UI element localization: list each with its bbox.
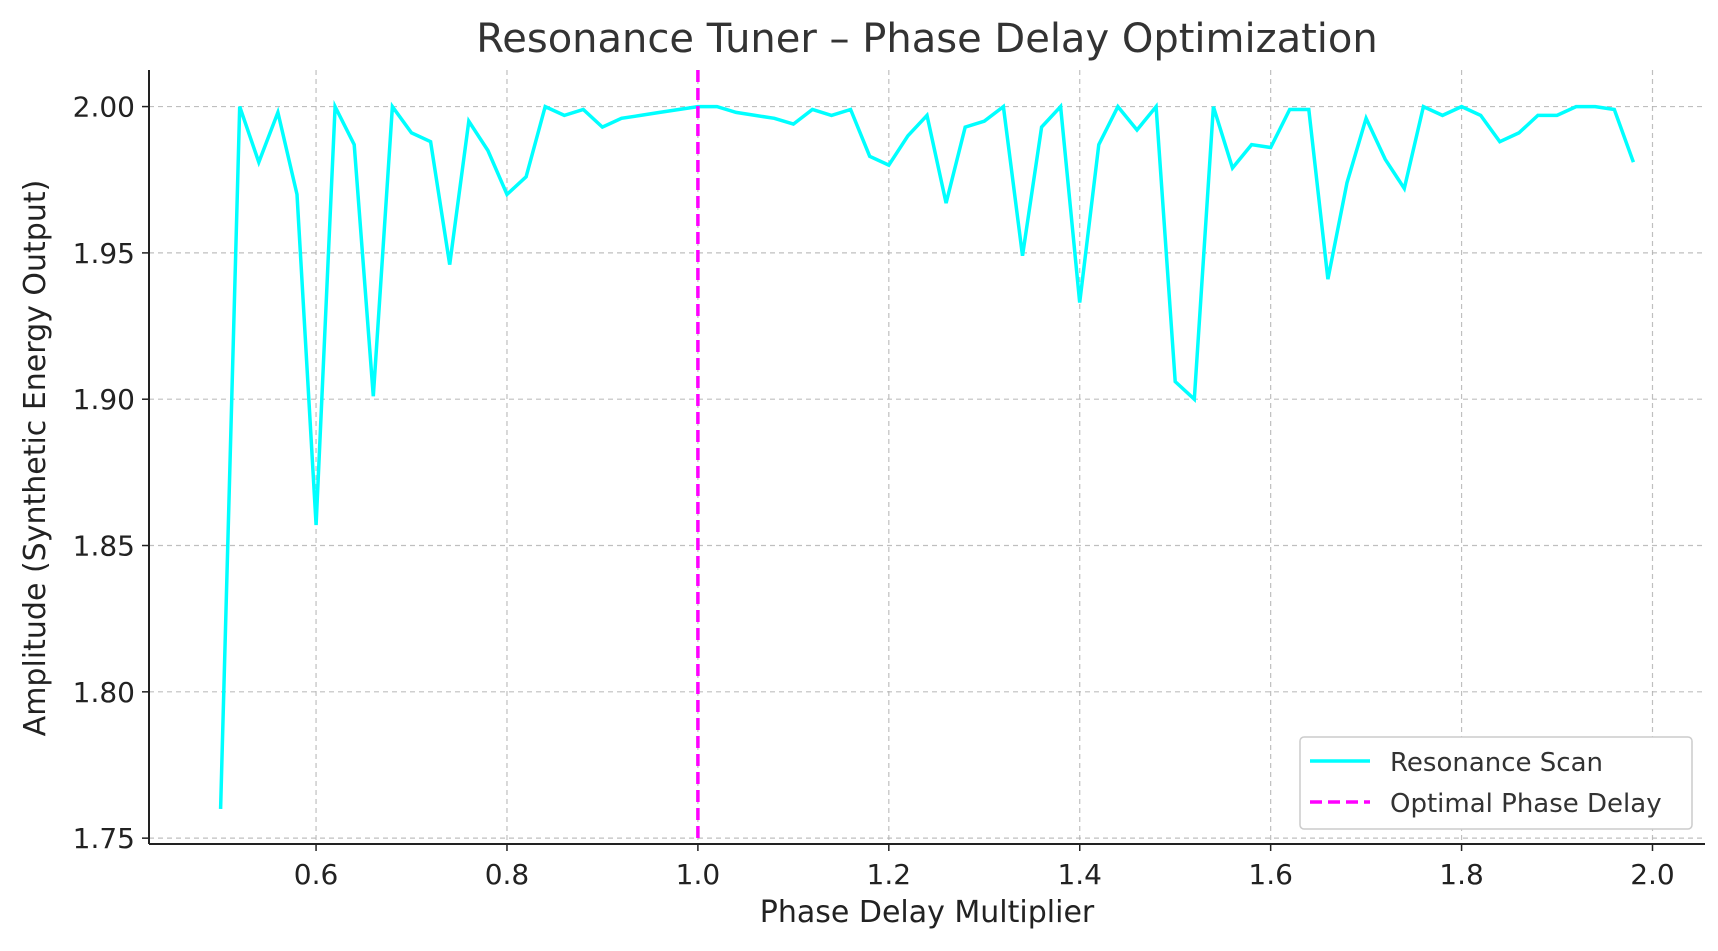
x-tick-label: 0.6 bbox=[294, 858, 339, 891]
y-tick-label: 1.90 bbox=[73, 383, 135, 416]
y-tick-label: 1.85 bbox=[73, 530, 135, 563]
x-axis-label: Phase Delay Multiplier bbox=[760, 895, 1095, 930]
y-tick-label: 1.80 bbox=[73, 676, 135, 709]
y-tick-label: 1.95 bbox=[73, 237, 135, 270]
x-tick-label: 1.2 bbox=[867, 858, 912, 891]
x-tick-label: 1.8 bbox=[1439, 858, 1484, 891]
x-tick-label: 2.0 bbox=[1630, 858, 1675, 891]
series-line-resonance-scan bbox=[218, 99, 1636, 809]
legend-label-resonance-scan: Resonance Scan bbox=[1390, 748, 1603, 778]
y-axis-label: Amplitude (Synthetic Energy Output) bbox=[18, 180, 53, 737]
legend-label-optimal-phase-delay: Optimal Phase Delay bbox=[1390, 789, 1662, 819]
grid-lines bbox=[149, 70, 1705, 844]
y-tick-label: 1.75 bbox=[73, 822, 135, 855]
axes bbox=[148, 70, 1705, 845]
tick-labels: 0.6 0.8 1.0 1.2 1.4 1.6 1.8 2.0 1.75 1.80 1.85 1.90… bbox=[73, 91, 1675, 891]
y-tick-label: 2.00 bbox=[73, 91, 135, 124]
series-layer bbox=[218, 70, 1636, 844]
legend: Resonance Scan Optimal Phase Delay bbox=[1299, 736, 1693, 830]
x-tick-label: 0.8 bbox=[485, 858, 530, 891]
x-tick-label: 1.4 bbox=[1057, 858, 1102, 891]
chart-title: Resonance Tuner – Phase Delay Optimizati… bbox=[476, 16, 1377, 62]
legend-box bbox=[1299, 736, 1693, 830]
x-tick-label: 1.0 bbox=[676, 858, 721, 891]
x-tick-label: 1.6 bbox=[1248, 858, 1293, 891]
